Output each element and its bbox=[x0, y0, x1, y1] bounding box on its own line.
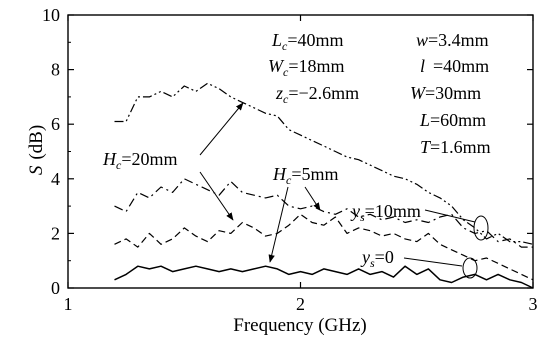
x-axis-label: Frequency (GHz) bbox=[233, 315, 366, 336]
data-series bbox=[114, 82, 534, 289]
series-line-dashdotdot bbox=[114, 82, 534, 245]
param-zc: zc=−2.6mm bbox=[275, 83, 359, 106]
arrow-hc20-upper bbox=[199, 102, 244, 156]
arrow-hc5-left bbox=[268, 186, 289, 263]
params-right: w=3.4mm l =40mm W=30mm L=60mm T=1.6mm bbox=[410, 30, 491, 157]
series-line-dashed bbox=[114, 213, 534, 281]
y-tick-label: 0 bbox=[51, 278, 60, 298]
leader-ys0 bbox=[403, 257, 463, 267]
arrow-hc5-right bbox=[304, 186, 321, 211]
y-axis-label: S(dB) bbox=[26, 125, 47, 175]
annotation-ys10: ys=10mm bbox=[350, 201, 421, 224]
marker-ellipse-ys10 bbox=[473, 215, 489, 241]
param-lc: Lc=40mm bbox=[271, 30, 344, 53]
param-l-small: l =40mm bbox=[420, 56, 489, 76]
marker-ellipse-ys0 bbox=[462, 257, 478, 279]
param-t: T=1.6mm bbox=[420, 137, 491, 157]
y-tick-label: 6 bbox=[51, 114, 60, 134]
param-w-large: W=30mm bbox=[410, 83, 481, 103]
arrow-hc20-lower bbox=[199, 171, 234, 221]
y-tick-label: 10 bbox=[42, 5, 60, 25]
y-tick-label: 4 bbox=[51, 169, 60, 189]
y-tick-label: 8 bbox=[51, 60, 60, 80]
series-line-solid bbox=[114, 265, 534, 289]
x-tick-label: 2 bbox=[296, 294, 305, 314]
param-w-small: w=3.4mm bbox=[416, 30, 489, 50]
series-line-dashdot bbox=[114, 178, 533, 248]
param-wc: Wc=18mm bbox=[268, 56, 344, 79]
y-tick-label: 2 bbox=[51, 223, 60, 243]
annotation-ys0: ys=0 bbox=[360, 247, 394, 270]
leader-ys10 bbox=[424, 209, 476, 223]
param-l-large: L=60mm bbox=[419, 110, 486, 130]
x-tick-label: 1 bbox=[64, 294, 73, 314]
annotation-hc20: Hc=20mm bbox=[102, 149, 177, 172]
x-tick-label: 3 bbox=[529, 294, 538, 314]
annotation-hc5: Hc=5mm bbox=[272, 164, 338, 187]
params-left: Lc=40mm Wc=18mm zc=−2.6mm bbox=[268, 30, 359, 106]
